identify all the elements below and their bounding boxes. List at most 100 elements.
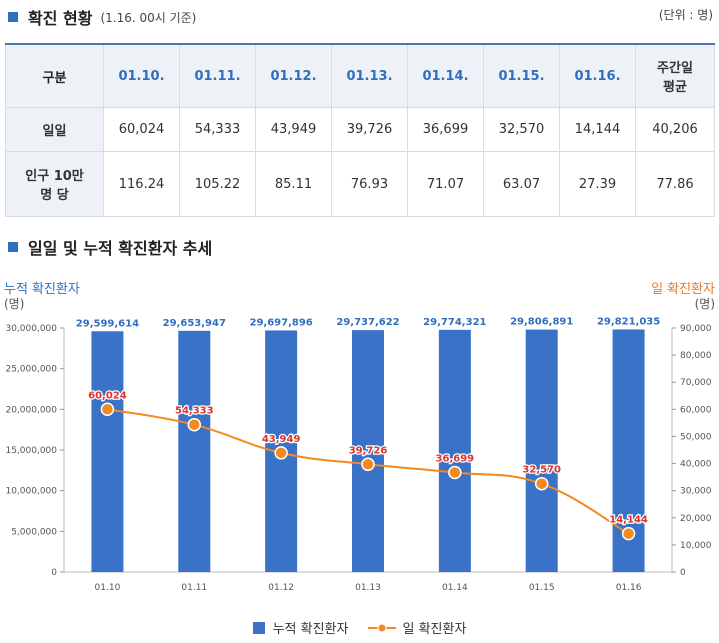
legend-label: 누적 확진환자 (272, 622, 349, 637)
trend-chart: 0 5,000,000 10,000,000 15,000,000 20,000,000… (5, 316, 712, 593)
line-point-daily (621, 526, 636, 541)
header-weekly-avg-line2: 평균 (663, 80, 687, 95)
line-point-daily (534, 476, 549, 491)
line-data-label: 14,144 (609, 515, 648, 526)
right-tick-label: 90,000 (680, 324, 712, 334)
table-cell: 60,024 (103, 107, 180, 152)
section-status-title: 확진 현황 (28, 9, 93, 28)
header-date: 01.16. (559, 43, 636, 108)
bar-data-label: 29,599,614 (76, 318, 139, 329)
left-tick-label: 25,000,000 (5, 365, 57, 375)
right-tick-label: 30,000 (680, 487, 712, 497)
x-tick-label: 01.11 (181, 583, 207, 593)
left-tick-label: 0 (51, 568, 57, 578)
table-cell: 71.07 (407, 151, 484, 217)
right-tick-label: 40,000 (680, 460, 712, 470)
line-point-daily (361, 457, 375, 472)
line-data-label: 36,699 (436, 454, 475, 465)
line-point-daily (448, 465, 462, 480)
legend-label: 일 확진환자 (402, 622, 467, 637)
header-date: 01.15. (483, 43, 560, 108)
bar-data-label: 29,806,891 (510, 317, 573, 328)
legend-item-cumulative: 누적 확진환자 (252, 618, 349, 637)
bar-cumulative (352, 330, 384, 572)
right-tick-label: 0 (680, 568, 686, 578)
header-date: 01.12. (255, 43, 332, 108)
left-axis-unit: (명) (4, 297, 25, 311)
row-label: 일일 (5, 107, 104, 152)
row-label: 인구 10만 명 당 (5, 151, 104, 217)
header-category: 구분 (5, 43, 104, 108)
header-date: 01.14. (407, 43, 484, 108)
table-cell: 39,726 (331, 107, 408, 152)
right-axis-unit: (명) (694, 297, 715, 311)
left-tick-label: 10,000,000 (5, 487, 57, 497)
left-tick-label: 20,000,000 (5, 405, 57, 415)
right-tick-label: 60,000 (680, 405, 712, 415)
line-point-daily (187, 417, 202, 432)
table-cell: 105.22 (179, 151, 256, 217)
table-cell: 76.93 (331, 151, 408, 217)
header-date: 01.13. (331, 43, 408, 108)
x-tick-label: 01.16 (616, 583, 642, 593)
line-data-label: 32,570 (522, 465, 561, 476)
right-tick-label: 80,000 (680, 351, 712, 361)
bar-cumulative (178, 330, 211, 572)
section-trend-header: 일일 및 누적 확진환자 추세 (8, 235, 212, 259)
header-weekly-avg-line1: 주간일 (657, 61, 693, 76)
left-tick-label: 5,000,000 (11, 527, 57, 537)
table-cell: 63.07 (483, 151, 560, 217)
header-weekly-avg: 주간일 평균 (635, 43, 715, 108)
line-point-daily (100, 402, 115, 417)
left-axis-title: 누적 확진환자 (4, 282, 80, 297)
bar-cumulative (438, 329, 471, 572)
line-data-label: 60,024 (88, 390, 127, 401)
status-table: 구분 01.10. 01.11. 01.12. 01.13. 01.14. 01… (5, 43, 715, 217)
table-row: 인구 10만 명 당 116.24 105.22 85.11 76.93 71.… (5, 151, 715, 217)
x-tick-label: 01.10 (95, 583, 121, 593)
legend-line-swatch (368, 623, 397, 632)
line-point-daily (274, 446, 288, 460)
section-status-header: 확진 현황 (1.16. 00시 기준) (8, 5, 196, 29)
table-cell: 32,570 (483, 107, 560, 152)
line-data-label: 54,333 (175, 406, 214, 417)
section-status-subtitle: (1.16. 00시 기준) (100, 10, 197, 25)
right-tick-label: 10,000 (680, 541, 712, 551)
right-tick-label: 50,000 (680, 432, 712, 442)
row-label-line1: 인구 10만 (25, 169, 84, 184)
right-tick-label: 20,000 (680, 514, 712, 524)
x-tick-label: 01.14 (442, 583, 468, 593)
row-label-line2: 명 당 (40, 188, 69, 203)
line-data-label: 39,726 (349, 445, 388, 456)
table-header-row: 구분 01.10. 01.11. 01.12. 01.13. 01.14. 01… (5, 43, 715, 108)
line-data-label: 43,949 (262, 434, 301, 445)
x-tick-label: 01.13 (355, 583, 381, 593)
table-row: 일일 60,024 54,333 43,949 39,726 36,699 32… (5, 107, 715, 152)
bar-data-label: 29,697,896 (250, 317, 313, 328)
table-cell: 27.39 (559, 151, 636, 217)
section-square-icon (8, 242, 18, 252)
header-date: 01.10. (103, 43, 180, 108)
bar-data-label: 29,821,035 (597, 316, 660, 327)
table-cell: 36,699 (407, 107, 484, 152)
x-tick-label: 01.15 (529, 583, 555, 593)
table-cell-avg: 40,206 (635, 107, 715, 152)
x-tick-label: 01.12 (268, 583, 294, 593)
bar-cumulative (91, 331, 124, 572)
chart-legend: 누적 확진환자 일 확진환자 (0, 618, 719, 637)
legend-bar-swatch (252, 621, 265, 634)
right-tick-label: 70,000 (680, 378, 712, 388)
right-axis-title: 일 확진환자 (651, 282, 715, 297)
table-cell: 14,144 (559, 107, 636, 152)
table-cell: 43,949 (255, 107, 332, 152)
bar-data-label: 29,653,947 (163, 318, 226, 329)
bar-data-label: 29,737,622 (336, 317, 399, 328)
left-tick-label: 30,000,000 (5, 324, 57, 334)
table-cell: 54,333 (179, 107, 256, 152)
table-cell-avg: 77.86 (635, 151, 715, 217)
bar-data-label: 29,774,321 (423, 317, 486, 328)
section-trend-title: 일일 및 누적 확진환자 추세 (28, 239, 213, 258)
header-date: 01.11. (179, 43, 256, 108)
table-cell: 85.11 (255, 151, 332, 217)
section-square-icon (8, 12, 18, 22)
